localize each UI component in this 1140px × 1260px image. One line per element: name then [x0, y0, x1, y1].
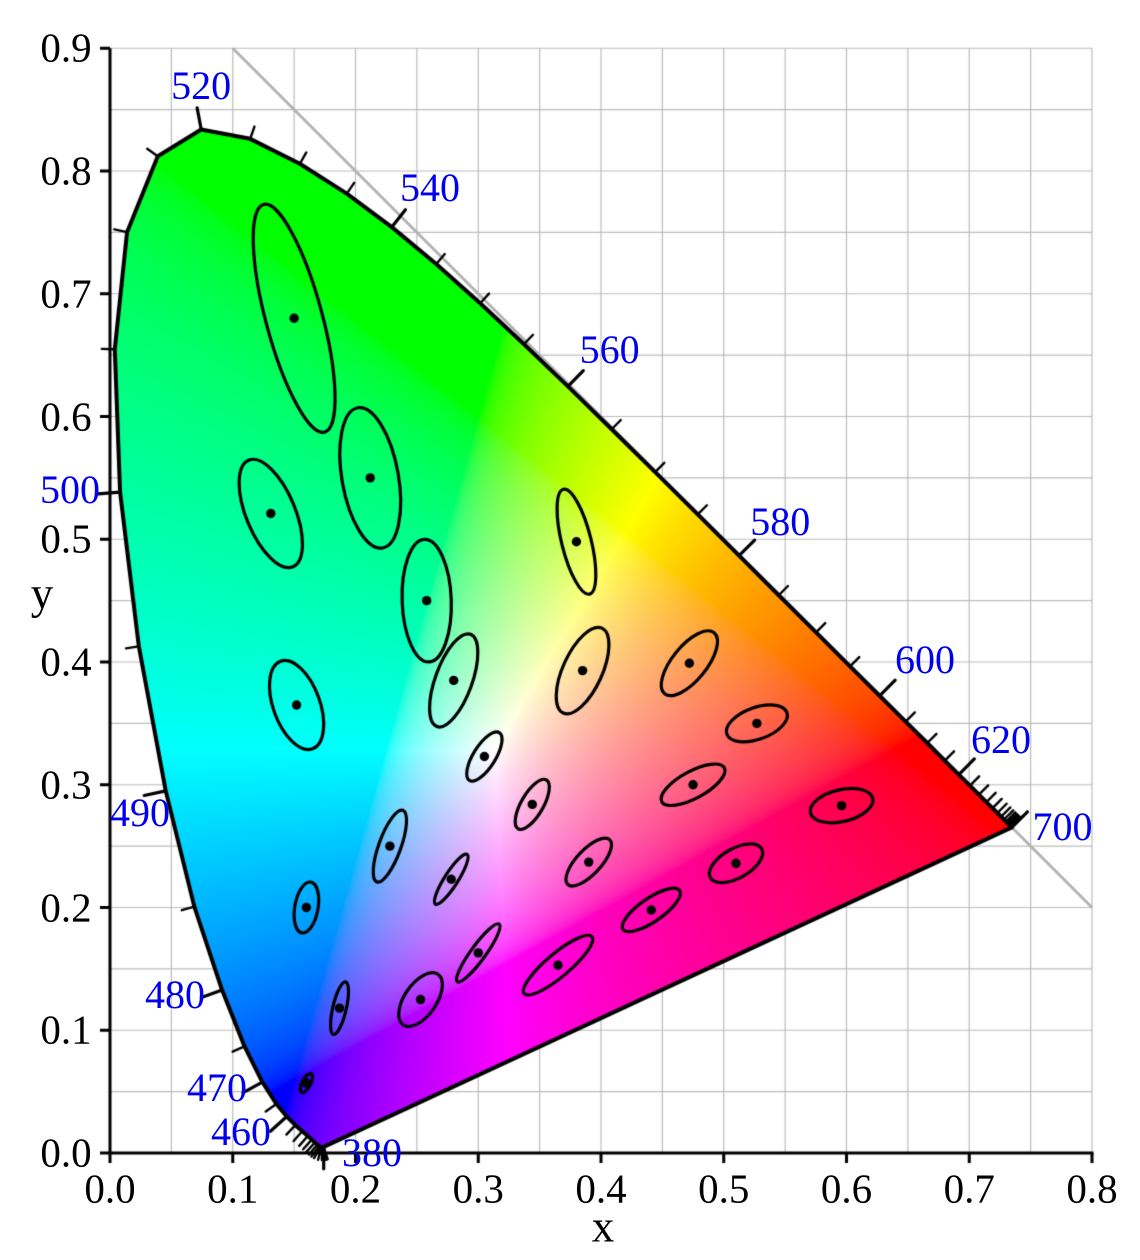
y-axis-title: y: [30, 568, 54, 619]
x-axis-title: x: [591, 1201, 615, 1252]
